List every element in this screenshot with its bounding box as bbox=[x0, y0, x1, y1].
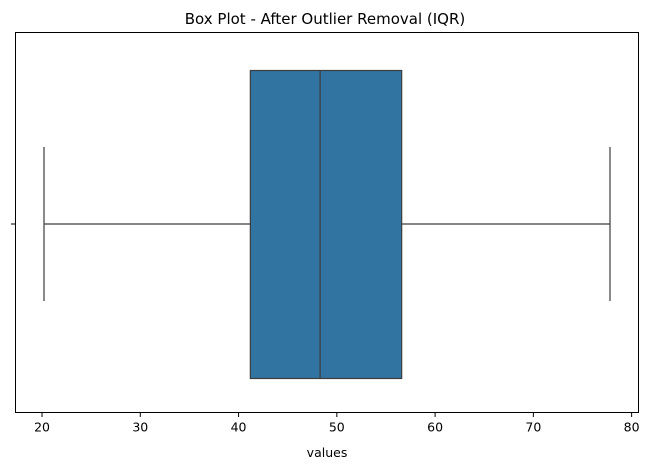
x-tick-label: 80 bbox=[624, 420, 640, 435]
x-axis: 20 30 40 50 60 70 80 bbox=[34, 412, 640, 435]
plot-area-frame bbox=[15, 32, 639, 413]
box-plot-marks bbox=[43, 69, 611, 380]
x-axis-label: values bbox=[307, 445, 348, 460]
x-tick-label: 40 bbox=[231, 420, 247, 435]
iqr-box bbox=[249, 69, 403, 380]
chart-title: Box Plot - After Outlier Removal (IQR) bbox=[185, 10, 465, 28]
x-tick-label: 50 bbox=[329, 420, 345, 435]
x-tick-label: 30 bbox=[132, 420, 148, 435]
x-tick-label: 20 bbox=[34, 420, 50, 435]
x-tick-label: 70 bbox=[525, 420, 541, 435]
x-tick-label: 60 bbox=[427, 420, 443, 435]
